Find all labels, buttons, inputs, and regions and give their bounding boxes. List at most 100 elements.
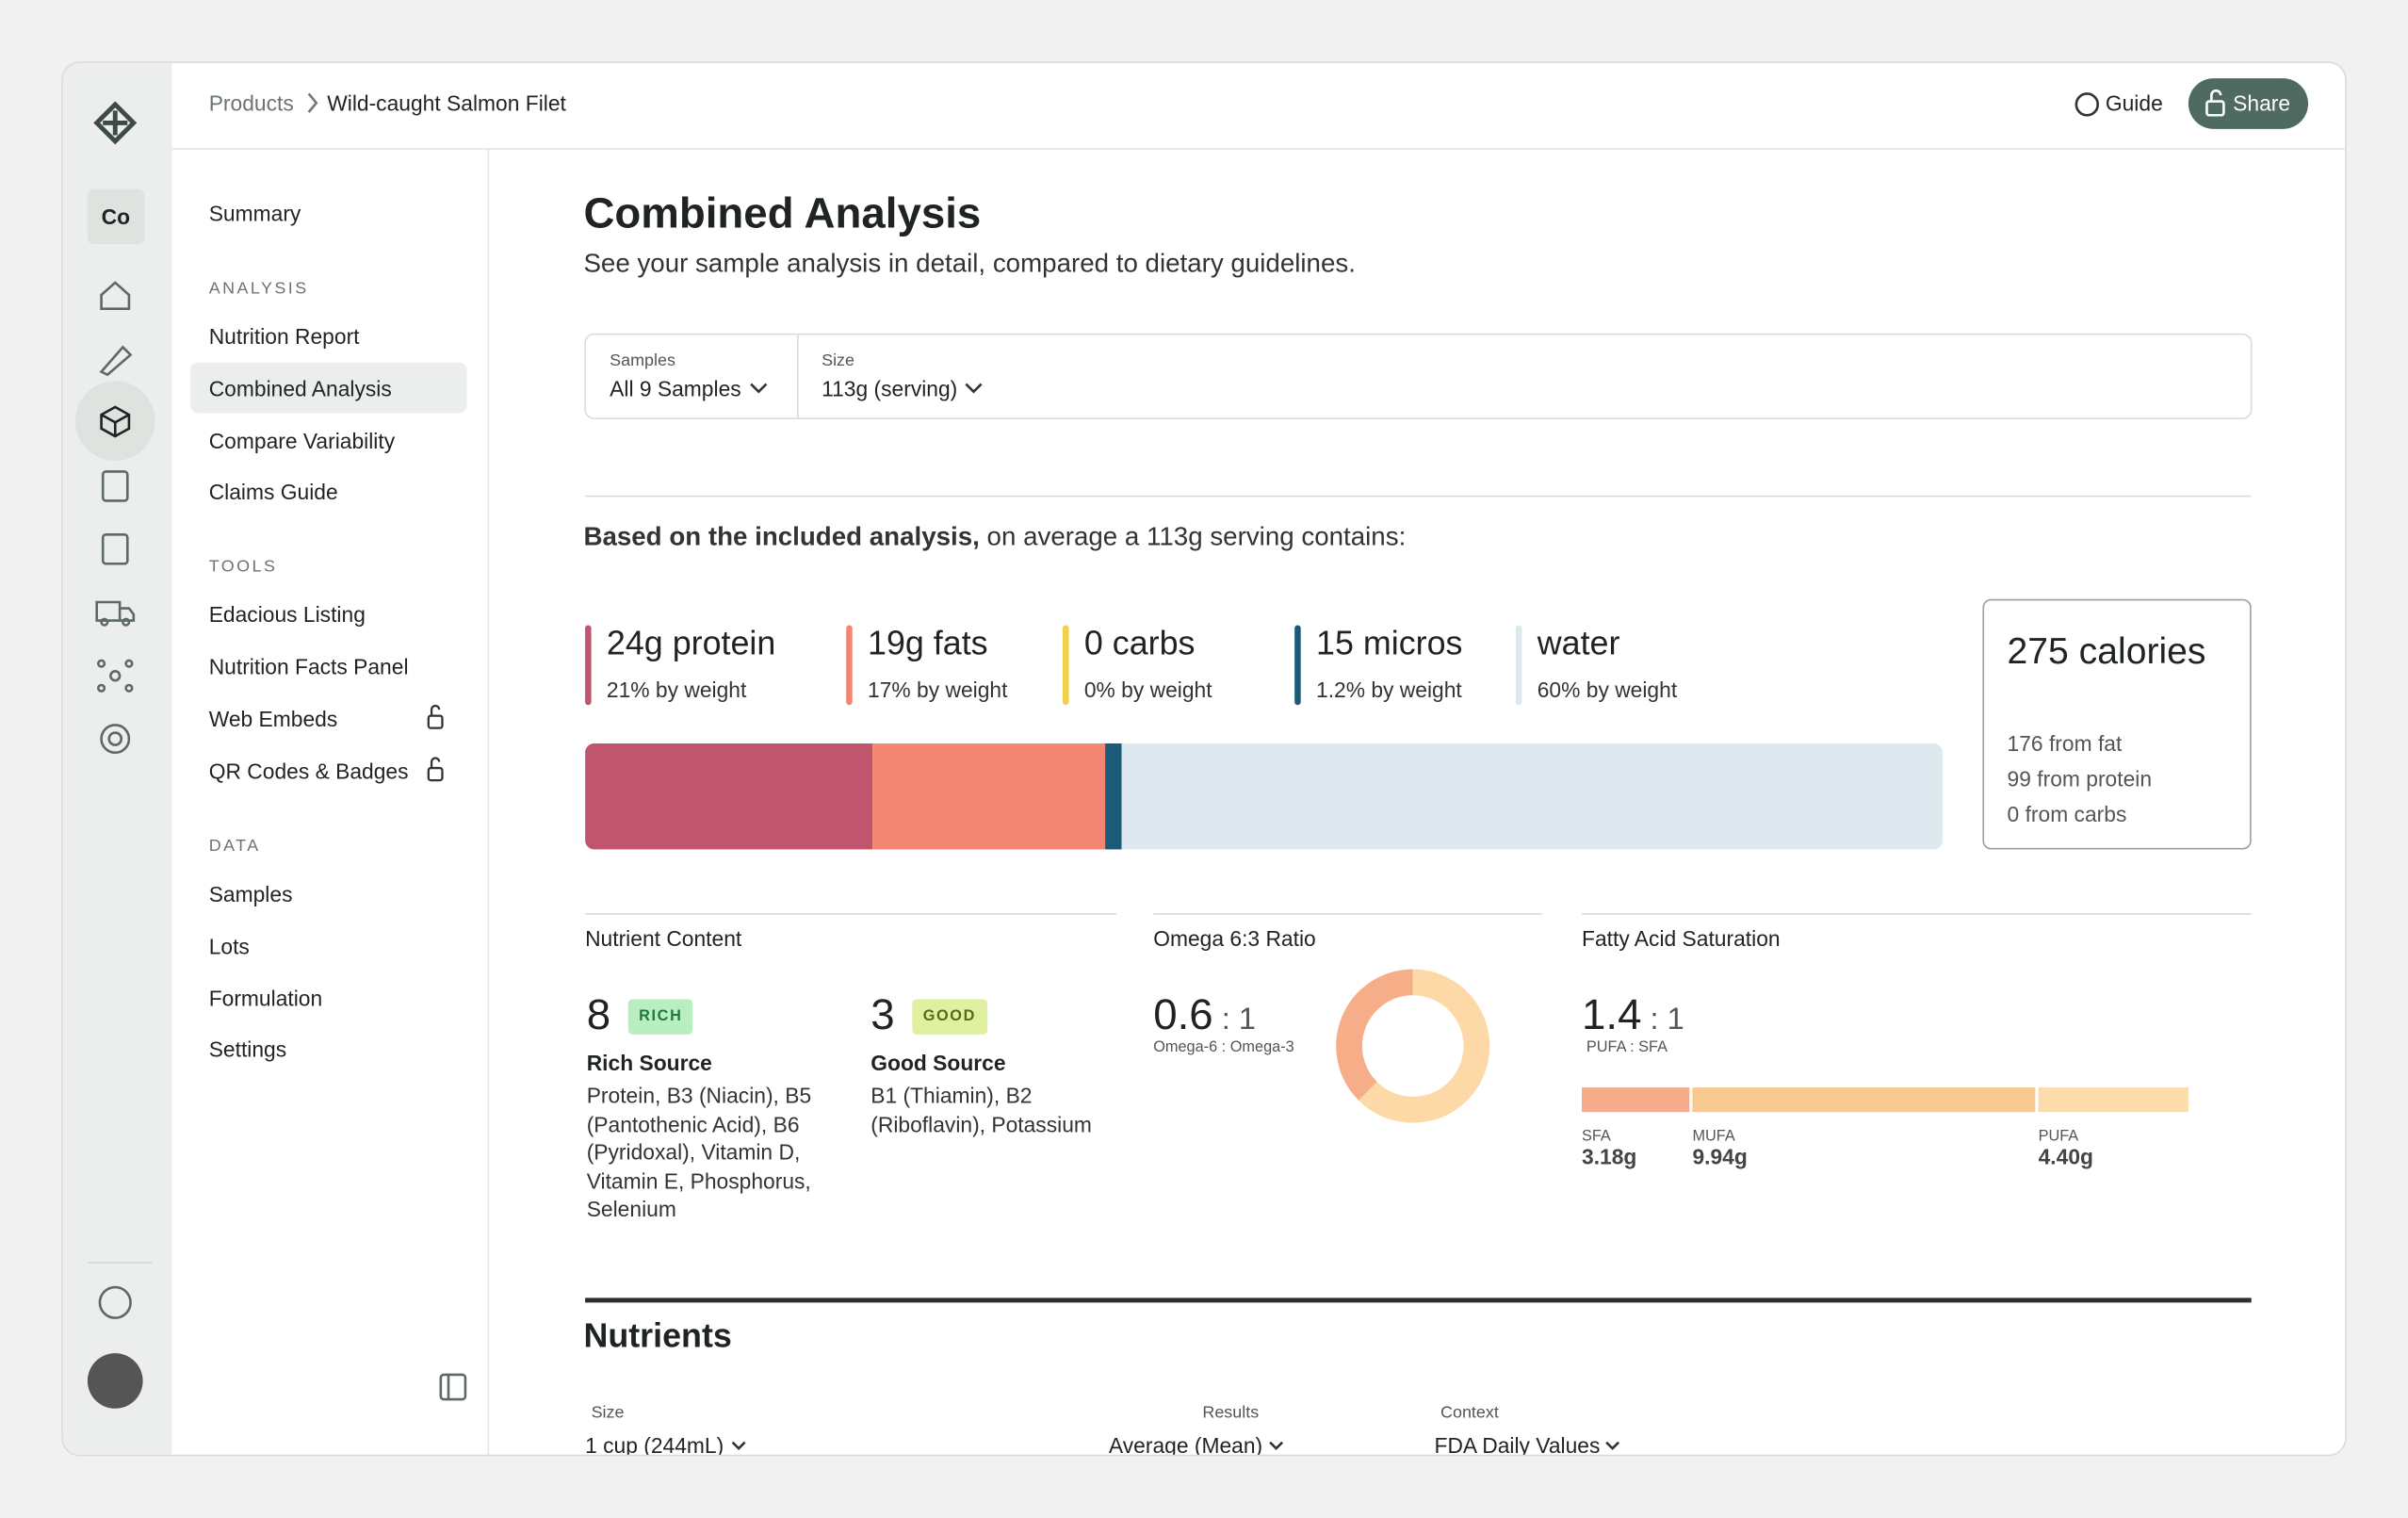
section-title: Fatty Acid Saturation [1582,925,1781,952]
nav-item[interactable]: Claims Guide [208,479,338,504]
calories-line: 176 from fat [2007,730,2123,757]
donut-segment [1359,969,1490,1123]
lock-icon [430,757,441,769]
fatty-name: MUFA [1692,1128,1735,1146]
fatty-name: SFA [1582,1128,1611,1146]
filter-value[interactable]: 113g (serving) [822,376,958,401]
legend-swatch [585,625,592,706]
summary-bold: Based on the included analysis, [583,522,980,552]
source-list: Protein, B3 (Niacin), B5 (Pantothenic Ac… [586,1083,812,1221]
source-list: B1 (Thiamin), B2 (Riboflavin), Potassium [870,1083,1092,1136]
badge: GOOD [912,999,987,1035]
composition-sub: 0% by weight [1083,677,1212,702]
ratio-right: 1 [1238,1003,1257,1037]
control-label: Size [591,1403,625,1423]
fatty-ratio: 1.4 : 1 [1582,990,1684,1039]
page-subtitle: See your sample analysis in detail, comp… [583,249,1356,279]
nav-item[interactable]: QR Codes & Badges [208,759,409,784]
window: Co Products Wild-caught Salmon Filet Gui… [61,61,2347,1457]
composition-bar [1105,743,1122,850]
fatty-name: PUFA [2038,1128,2079,1146]
window-content: Co Products Wild-caught Salmon Filet Gui… [62,62,2346,1457]
nav-heading: TOOLS [208,557,278,577]
source-name: Rich Source [586,1050,712,1076]
fatty-value: 9.94g [1692,1144,1748,1169]
share-button[interactable]: Share [2233,90,2291,116]
summary: Based on the included analysis, on avera… [583,522,1406,553]
control-label: Context [1440,1403,1499,1423]
data-graphics [427,625,2188,1123]
fatty-bar [2038,1087,2188,1113]
ratio-right: 1 [1667,1003,1684,1037]
nav-item[interactable]: Samples [208,881,293,906]
nav-item[interactable]: Summary [208,201,301,226]
nav-item[interactable]: Web Embeds [208,706,338,731]
composition-label: 24g protein [606,623,776,662]
control-value[interactable]: Average (Mean) [1108,1432,1263,1457]
ratio-left: 0.6 [1153,990,1213,1038]
calories-total: 275 calories [2007,630,2206,673]
composition-label: water [1537,623,1620,662]
nav-item[interactable]: Formulation [208,986,323,1011]
breadcrumb-current: Wild-caught Salmon Filet [327,90,566,116]
donut-segment [1336,969,1414,1101]
filter-label: Samples [610,351,675,370]
composition-label: 15 micros [1315,623,1463,662]
count: 3 [870,990,895,1038]
legend-swatch [846,625,853,706]
nav-item[interactable]: Edacious Listing [208,601,366,628]
fatty-value: 4.40g [2038,1144,2093,1169]
lock-icon [430,704,441,716]
composition-sub: 17% by weight [868,677,1008,702]
fatty-bar [1692,1087,2036,1113]
legend-swatch [1294,625,1301,706]
nav-item[interactable]: Nutrition Facts Panel [208,654,409,679]
filter-value[interactable]: All 9 Samples [610,376,741,401]
source-name: Good Source [870,1050,1006,1076]
nav-heading: DATA [208,837,261,856]
section-title: Omega 6:3 Ratio [1153,925,1316,952]
fatty-bar [1582,1087,1690,1113]
nav-item[interactable]: Settings [208,1036,287,1062]
fatty-value: 3.18g [1582,1144,1637,1169]
page-title: Combined Analysis [583,188,982,237]
lock-icon [427,714,444,729]
control-value[interactable]: FDA Daily Values [1434,1432,1601,1457]
composition-label: 19g fats [868,623,988,662]
ratio-caption: PUFA : SFA [1586,1038,1668,1056]
composition-sub: 1.2% by weight [1315,677,1462,702]
section-heading: Nutrients [583,1315,732,1355]
nav-heading: ANALYSIS [208,279,309,299]
calories-line: 99 from protein [2007,766,2153,792]
calories-line: 0 from carbs [2007,801,2127,826]
workspace-badge[interactable]: Co [101,204,131,229]
breadcrumb-link[interactable]: Products [208,90,294,116]
composition-bar [1121,743,1944,850]
section-title: Nutrient Content [585,925,742,952]
ratio-sep: : [1221,1003,1230,1037]
composition-label: 0 carbs [1083,623,1196,662]
nav-item[interactable]: Combined Analysis [208,376,392,401]
composition-bar [585,743,873,850]
nav-item[interactable]: Nutrition Report [208,323,360,350]
composition-sub: 21% by weight [606,677,747,702]
legend-swatch [1515,625,1522,706]
ratio-caption: Omega-6 : Omega-3 [1153,1038,1294,1056]
summary-text: on average a 113g serving contains: [979,522,1407,552]
control-value[interactable]: 1 cup (244mL) [585,1432,724,1457]
nav-item[interactable]: Compare Variability [208,428,396,453]
guide-button[interactable]: Guide [2105,90,2163,116]
legend-swatch [1063,625,1069,706]
layout-graphics [62,62,2346,1455]
composition-sub: 60% by weight [1537,677,1678,702]
ratio-left: 1.4 [1582,990,1642,1038]
count: 8 [586,990,611,1038]
filter-label: Size [822,351,854,370]
lock-icon [427,766,444,782]
omega-ratio: 0.6 : 1 [1153,990,1256,1039]
composition-bar [872,743,1106,850]
control-label: Results [1202,1403,1260,1423]
nav-item[interactable]: Lots [208,934,250,959]
